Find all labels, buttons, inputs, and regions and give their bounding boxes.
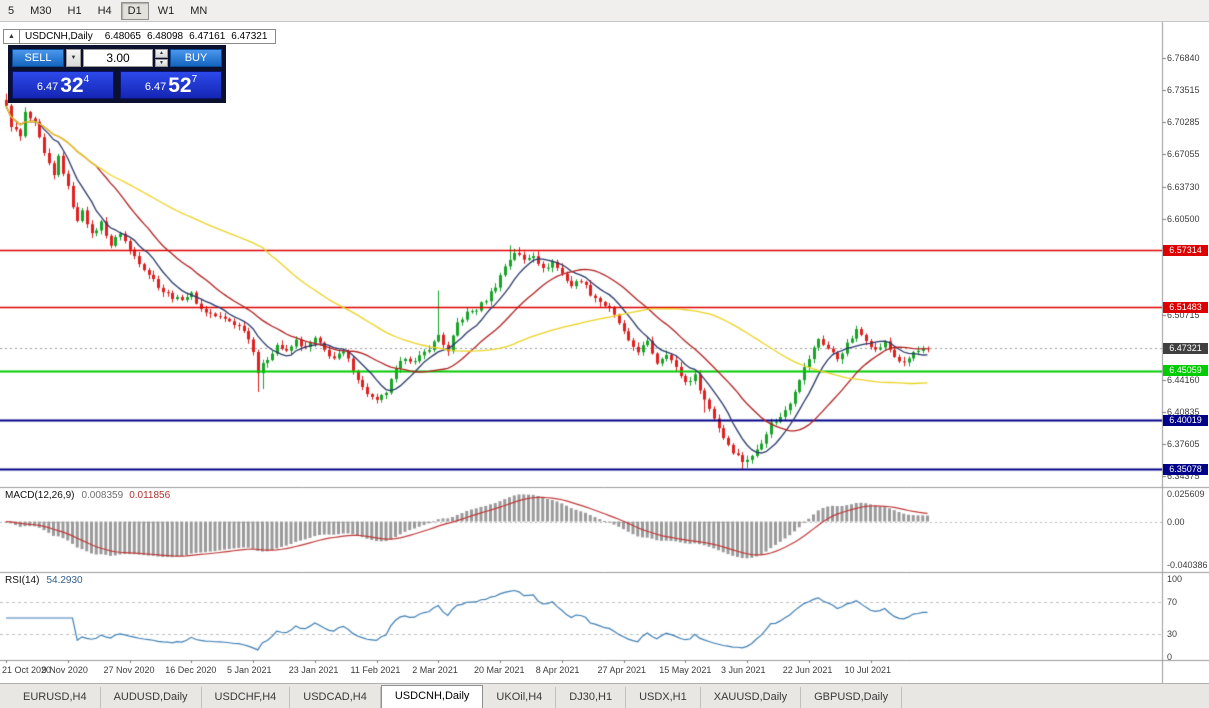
rsi-panel-label: RSI(14) 54.2930 — [5, 575, 83, 586]
price-axis-tick: 6.34375 — [1167, 470, 1200, 481]
timeframe-toolbar: 5 M30 H1 H4 D1 W1 MN — [0, 0, 1209, 22]
buy-price-pip: 7 — [191, 74, 198, 85]
macd-axis-tick: 0.025609 — [1167, 489, 1205, 499]
macd-name: MACD(12,26,9) — [5, 490, 75, 501]
sell-price-button[interactable]: 6.47 32 4 — [12, 71, 114, 99]
current-price-badge: 6.47321 — [1163, 342, 1208, 354]
date-axis-label: 10 Jul 2021 — [844, 665, 892, 675]
price-axis-tick: 6.60500 — [1167, 213, 1200, 224]
buy-price-button[interactable]: 6.47 52 7 — [120, 71, 222, 99]
timeframe-button-d1[interactable]: D1 — [120, 1, 149, 20]
date-axis-label: 15 May 2021 — [659, 665, 712, 675]
chart-tab-usdchf-h4[interactable]: USDCHF,H4 — [202, 687, 291, 708]
chart-tab-gbpusd-daily[interactable]: GBPUSD,Daily — [801, 687, 903, 708]
trade-panel-collapse-icon[interactable]: ▲ — [4, 30, 20, 43]
rsi-value: 54.2930 — [46, 575, 83, 586]
date-axis-label: 27 Apr 2021 — [597, 665, 647, 675]
date-axis-label: 3 Jun 2021 — [721, 665, 766, 675]
chart-tab-xauusd-daily[interactable]: XAUUSD,Daily — [701, 687, 802, 708]
volume-up-icon[interactable]: ▲ — [155, 49, 168, 58]
date-axis-label: 16 Dec 2020 — [165, 665, 217, 675]
macd-axis-tick: -0.040386 — [1167, 560, 1208, 570]
price-open: 6.48065 — [104, 31, 141, 42]
buy-price-prefix: 6.47 — [144, 81, 167, 93]
macd-signal-value: 0.011856 — [129, 490, 171, 501]
price-high: 6.48098 — [146, 31, 184, 42]
price-axis-tick: 6.76840 — [1167, 52, 1200, 63]
timeframe-button-5[interactable]: 5 — [1, 2, 21, 20]
rsi-axis-tick: 30 — [1167, 628, 1178, 639]
date-axis-label: 8 Apr 2021 — [535, 665, 580, 675]
chart-tab-usdx-h1[interactable]: USDX,H1 — [626, 687, 701, 708]
price-axis-tick: 6.40835 — [1167, 407, 1200, 418]
volume-input[interactable] — [83, 49, 153, 67]
chart-tab-audusd-daily[interactable]: AUDUSD,Daily — [101, 687, 202, 708]
macd-panel-label: MACD(12,26,9) 0.008359 0.011856 — [5, 490, 170, 501]
volume-dropdown-icon[interactable]: ▼ — [66, 49, 81, 67]
date-axis-label: 22 Jun 2021 — [782, 665, 833, 675]
rsi-axis-tick: 100 — [1167, 574, 1183, 584]
chart-area: ▲ USDCNH,Daily 6.48065 6.48098 6.47161 6… — [0, 22, 1209, 683]
date-axis-label: 5 Jan 2021 — [227, 665, 272, 675]
timeframe-button-w1[interactable]: W1 — [151, 2, 182, 20]
price-axis-tick: 6.37605 — [1167, 439, 1200, 450]
symbol-label: USDCNH,Daily — [25, 31, 93, 42]
rsi-name: RSI(14) — [5, 575, 40, 586]
chart-tab-eurusd-h4[interactable]: EURUSD,H4 — [10, 687, 101, 708]
price-close: 6.47321 — [231, 31, 268, 42]
level-price-badge: 6.51483 — [1163, 301, 1208, 313]
level-price-badge: 6.57314 — [1163, 244, 1208, 256]
sell-button[interactable]: SELL — [12, 49, 64, 67]
sell-price-pip: 4 — [83, 74, 90, 85]
price-axis-tick: 6.50715 — [1167, 310, 1200, 320]
timeframe-button-h4[interactable]: H4 — [91, 2, 119, 20]
date-axis-label: 20 Mar 2021 — [474, 665, 525, 675]
price-axis-tick: 6.67055 — [1167, 149, 1200, 160]
price-axis-tick: 6.63730 — [1167, 181, 1200, 192]
chart-tab-usdcnh-daily[interactable]: USDCNH,Daily — [380, 685, 484, 708]
date-axis-label: 23 Jan 2021 — [288, 665, 339, 675]
chart-ohlc-header: ▲ USDCNH,Daily 6.48065 6.48098 6.47161 6… — [3, 29, 277, 44]
timeframe-button-h1[interactable]: H1 — [61, 2, 89, 20]
price-axis-tick: 6.73515 — [1167, 85, 1200, 96]
macd-axis-tick: 0.00 — [1167, 516, 1185, 527]
price-low: 6.47161 — [189, 31, 226, 42]
level-price-badge: 6.45059 — [1163, 365, 1208, 377]
chart-tab-dj30-h1[interactable]: DJ30,H1 — [556, 687, 627, 708]
sell-price-prefix: 6.47 — [36, 81, 59, 93]
volume-down-icon[interactable]: ▼ — [155, 58, 168, 67]
date-axis-label: 9 Nov 2020 — [41, 665, 88, 675]
date-axis-label: 11 Feb 2021 — [350, 665, 401, 675]
macd-main-value: 0.008359 — [81, 490, 124, 501]
volume-stepper: ▲ ▼ — [155, 49, 168, 67]
price-axis-tick: 6.44160 — [1167, 374, 1200, 385]
one-click-trading-panel: SELL ▼ ▲ ▼ BUY 6.47 32 4 6.47 52 7 — [8, 45, 226, 103]
rsi-axis-tick: 0 — [1167, 652, 1173, 662]
date-axis-label: 27 Nov 2020 — [103, 665, 155, 675]
chart-tab-usdcad-h4[interactable]: USDCAD,H4 — [290, 687, 381, 708]
sell-price-big: 32 — [60, 74, 84, 97]
chart-tab-ukoil-h4[interactable]: UKOil,H4 — [483, 687, 557, 708]
chart-tab-bar: EURUSD,H4 AUDUSD,Daily USDCHF,H4 USDCAD,H4 U… — [0, 683, 1209, 708]
price-axis-tick: 6.70285 — [1167, 117, 1200, 128]
price-chart-canvas[interactable] — [0, 22, 1209, 683]
level-price-badge: 6.35078 — [1163, 463, 1208, 475]
rsi-axis-tick: 70 — [1167, 597, 1178, 608]
buy-button[interactable]: BUY — [170, 49, 222, 67]
buy-price-big: 52 — [168, 74, 192, 97]
timeframe-button-mn[interactable]: MN — [183, 2, 214, 20]
date-axis-label: 2 Mar 2021 — [412, 665, 458, 675]
level-price-badge: 6.40019 — [1163, 414, 1208, 426]
date-axis-label: 21 Oct 2020 — [2, 665, 52, 675]
timeframe-button-m30[interactable]: M30 — [23, 2, 58, 20]
